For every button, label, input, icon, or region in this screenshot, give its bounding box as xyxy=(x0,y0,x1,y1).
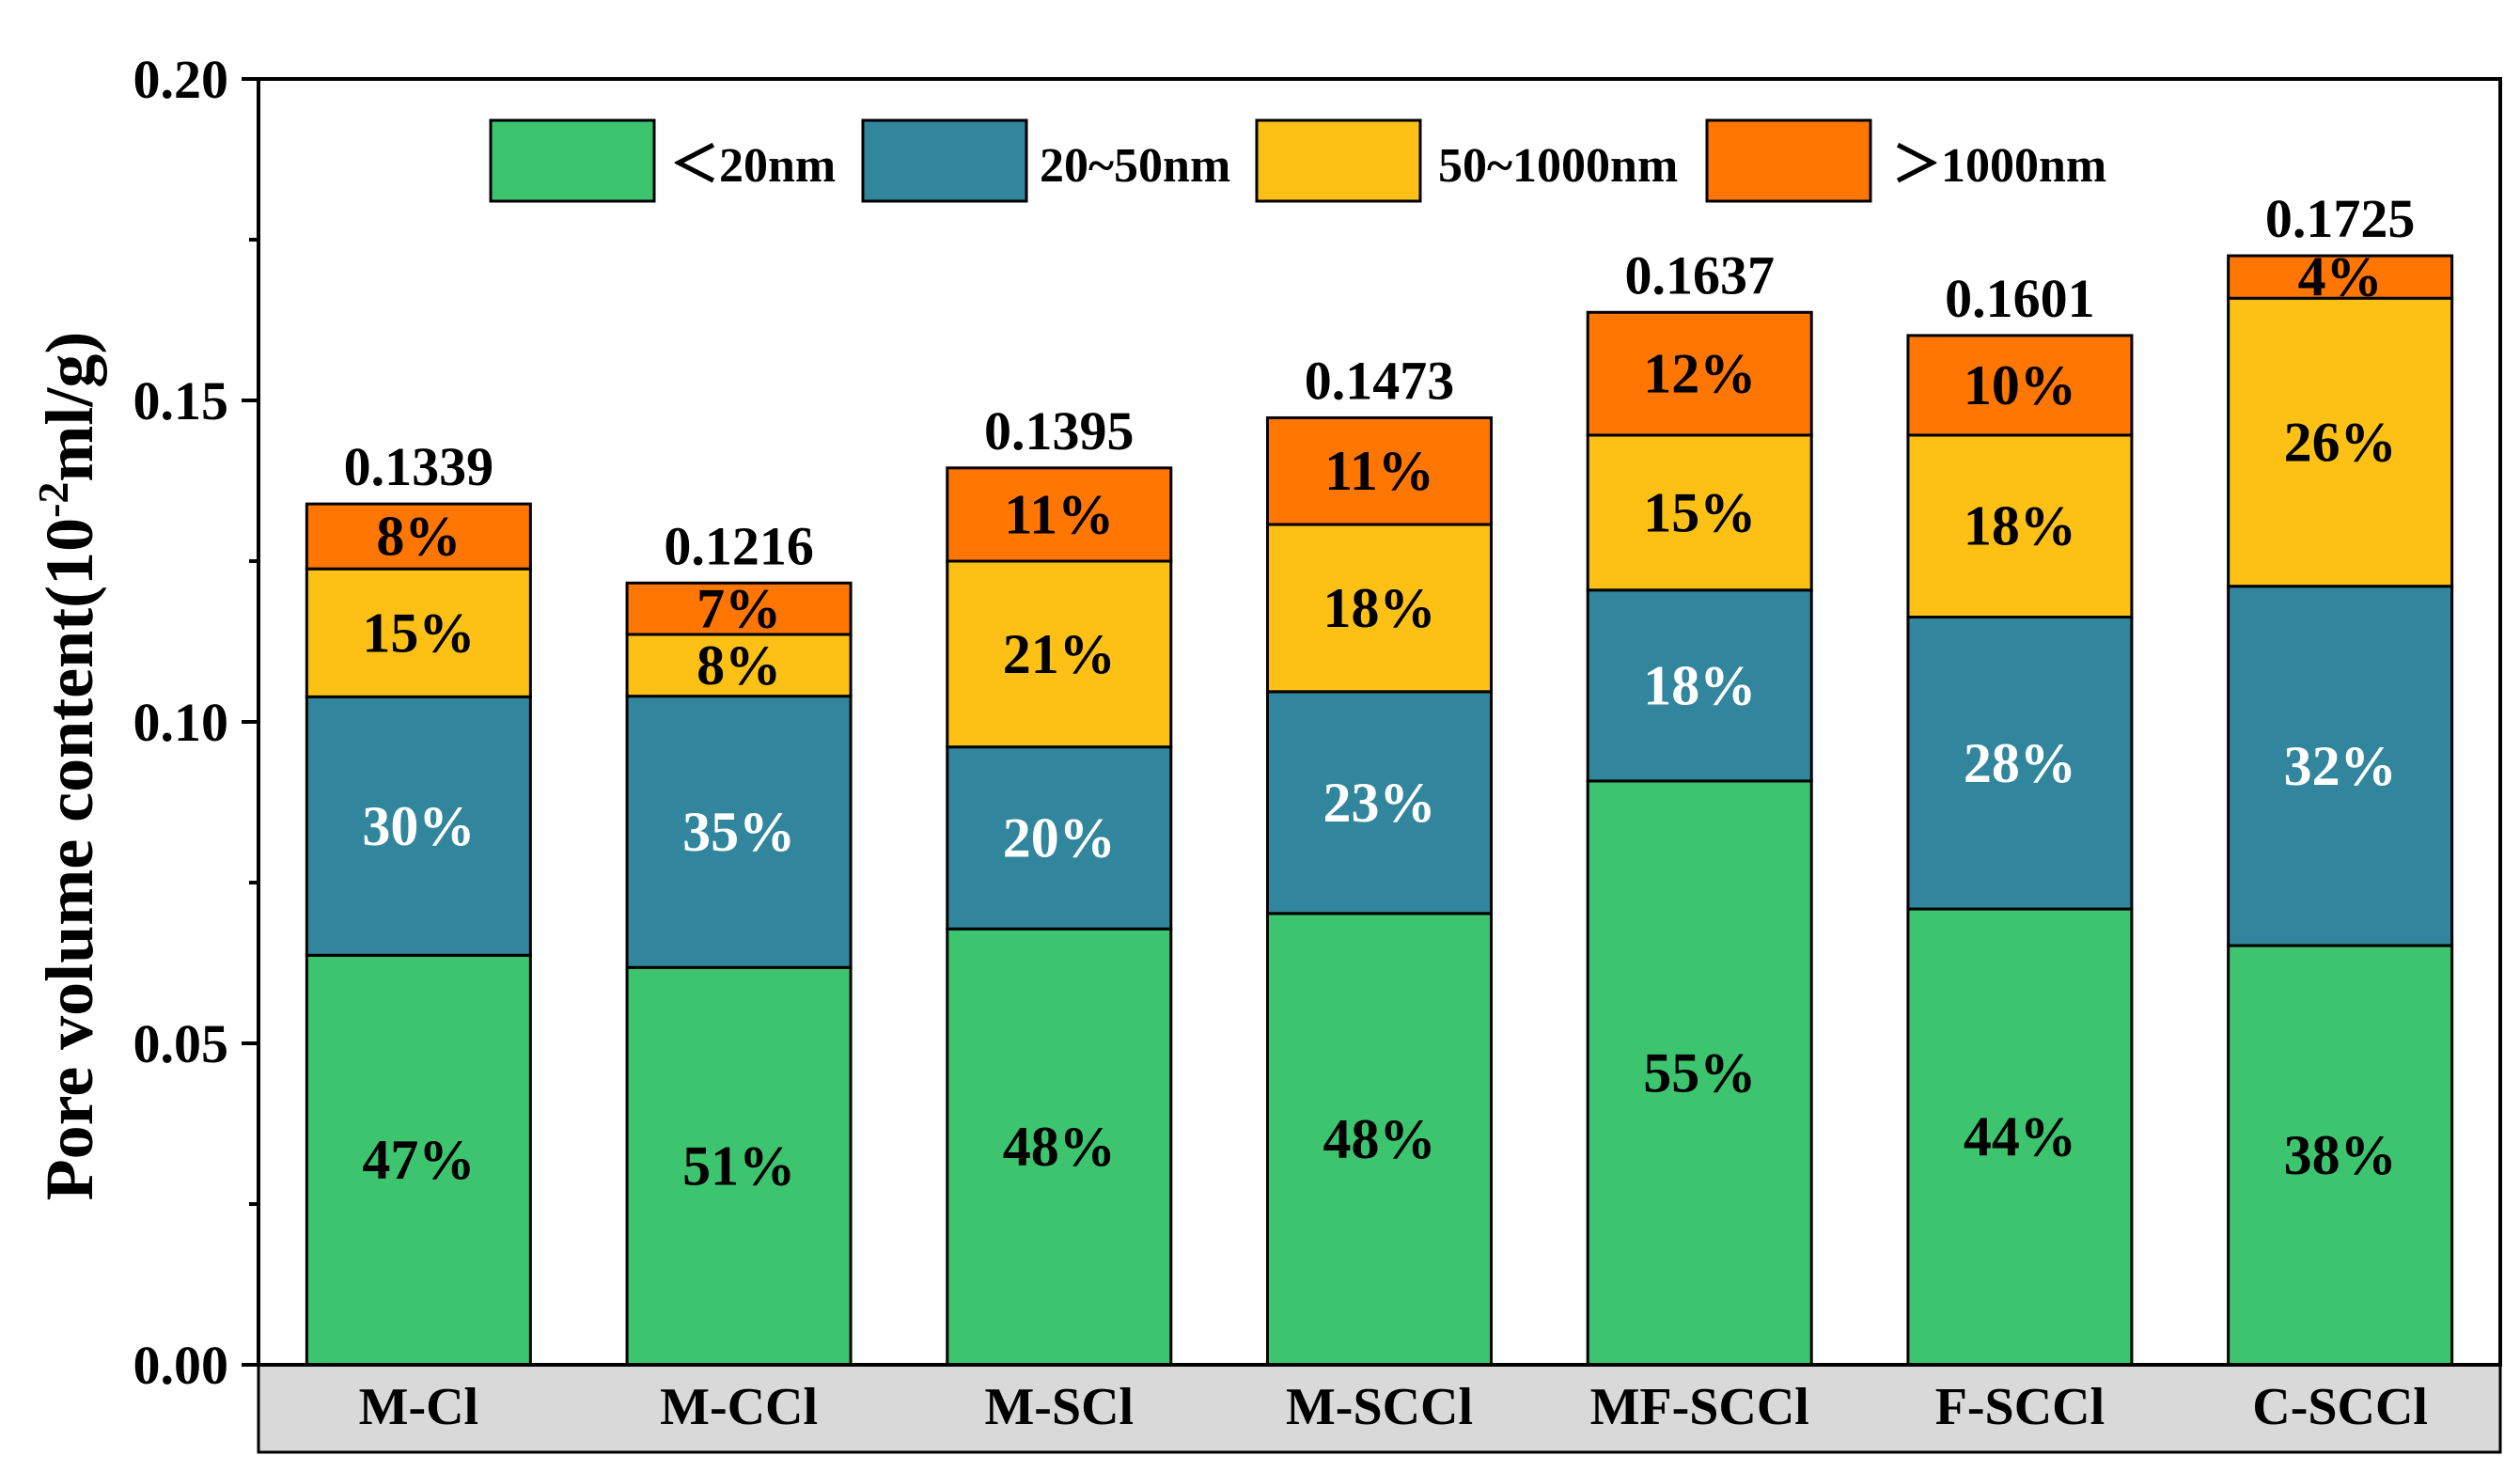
segment-label: 28% xyxy=(1964,732,2076,794)
segment-label: 30% xyxy=(362,795,475,857)
segment-label: 11% xyxy=(1324,440,1434,502)
bar-segment-mf-sccl-s1 xyxy=(1586,779,1813,1367)
segment-label: 8% xyxy=(376,506,461,568)
bar-segment-m-sccl-s3 xyxy=(1266,523,1493,694)
segment-label: 26% xyxy=(2284,411,2397,473)
segment-label: 10% xyxy=(1964,354,2076,416)
bar-segment-m-sccl-s4 xyxy=(1266,415,1493,526)
segment-label: 11% xyxy=(1004,483,1114,545)
bar-segment-mf-sccl-s3 xyxy=(1586,433,1813,592)
bar-segment-m-ccl-s2 xyxy=(625,695,853,969)
bar-segment-m-scl-s3 xyxy=(946,559,1173,749)
bar-segment-m-scl-s2 xyxy=(946,745,1173,931)
x-tick-label: M-CCl xyxy=(660,1378,818,1436)
y-tick-label: 0.15 xyxy=(133,370,229,431)
total-label: 0.1395 xyxy=(984,400,1135,462)
bar-segment-m-cl-s4 xyxy=(305,502,532,571)
segment-label: 35% xyxy=(682,801,795,863)
y-axis-title: Pore volume content(10-2ml/g) xyxy=(29,332,107,1201)
segment-label: 32% xyxy=(2284,735,2397,797)
segment-label: 18% xyxy=(1323,577,1436,639)
segment-label: 15% xyxy=(1643,481,1756,543)
y-tick-label: 0.00 xyxy=(133,1335,229,1396)
segment-label: 48% xyxy=(1323,1108,1436,1170)
total-label: 0.1339 xyxy=(344,436,494,497)
x-tick-label: C-SCCl xyxy=(2252,1378,2428,1436)
bar-segment-f-sccl-s4 xyxy=(1906,334,2134,437)
segment-label: 18% xyxy=(1964,495,2076,557)
segment-label: 21% xyxy=(1003,623,1116,685)
bar-segment-m-cl-s2 xyxy=(305,695,532,957)
bar-segment-f-sccl-s1 xyxy=(1906,907,2134,1367)
bar-segment-c-sccl-s4 xyxy=(2227,254,2454,300)
segment-label: 20% xyxy=(1003,806,1116,869)
bar-segment-c-sccl-s3 xyxy=(2227,296,2454,588)
x-tick-label: MF-SCCl xyxy=(1590,1378,1809,1436)
legend-label: 20~50nm xyxy=(1040,139,1230,193)
bar-segment-m-sccl-s1 xyxy=(1266,912,1493,1367)
bar-segment-c-sccl-s2 xyxy=(2227,585,2454,947)
legend-swatch-1 xyxy=(489,118,656,203)
bar-segment-m-scl-s4 xyxy=(946,466,1173,563)
x-tick-label: M-SCl xyxy=(984,1378,1134,1436)
total-label: 0.1725 xyxy=(2265,188,2416,249)
legend-swatch-3 xyxy=(1255,118,1422,203)
x-tick-label: M-Cl xyxy=(359,1378,479,1436)
bar-segment-f-sccl-s3 xyxy=(1906,433,2134,619)
legend-swatch-4 xyxy=(1705,118,1872,203)
total-label: 0.1601 xyxy=(1945,268,2095,329)
segment-label: 4% xyxy=(2298,246,2383,308)
bar-segment-mf-sccl-s2 xyxy=(1586,588,1813,783)
bar-segment-m-cl-s1 xyxy=(305,953,532,1367)
bar-segment-mf-sccl-s4 xyxy=(1586,310,1813,437)
legend-label: ＞1000nm xyxy=(1892,139,2106,193)
segment-label: 15% xyxy=(362,602,475,664)
segment-label: 51% xyxy=(682,1135,795,1197)
segment-label: 7% xyxy=(697,578,781,640)
segment-label: 44% xyxy=(1964,1106,2076,1168)
bar-segment-m-ccl-s3 xyxy=(625,633,853,698)
segment-label: 23% xyxy=(1323,772,1436,834)
segment-label: 47% xyxy=(362,1129,475,1191)
total-label: 0.1216 xyxy=(664,515,814,576)
segment-label: 38% xyxy=(2284,1124,2397,1186)
x-axis-category-band xyxy=(257,1363,2502,1454)
bar-segment-m-ccl-s4 xyxy=(625,581,853,636)
y-tick-label: 0.20 xyxy=(133,49,229,110)
x-tick-label: M-SCCl xyxy=(1286,1378,1473,1436)
segment-label: 48% xyxy=(1003,1116,1116,1178)
segment-label: 55% xyxy=(1643,1041,1756,1103)
segment-label: 12% xyxy=(1643,343,1756,405)
y-tick-label: 0.10 xyxy=(133,692,229,753)
legend-label: 50~1000nm xyxy=(1438,139,1678,193)
legend-label: ＜20nm xyxy=(670,139,836,193)
segment-label: 18% xyxy=(1643,654,1756,716)
legend-swatch-2 xyxy=(861,118,1028,203)
y-tick-label: 0.05 xyxy=(133,1013,229,1074)
total-label: 0.1473 xyxy=(1305,350,1455,411)
total-label: 0.1637 xyxy=(1624,244,1775,305)
segment-label: 8% xyxy=(697,634,781,696)
x-tick-label: F-SCCl xyxy=(1935,1378,2105,1436)
bar-segment-c-sccl-s1 xyxy=(2227,944,2454,1367)
bar-segment-m-ccl-s1 xyxy=(625,965,853,1367)
